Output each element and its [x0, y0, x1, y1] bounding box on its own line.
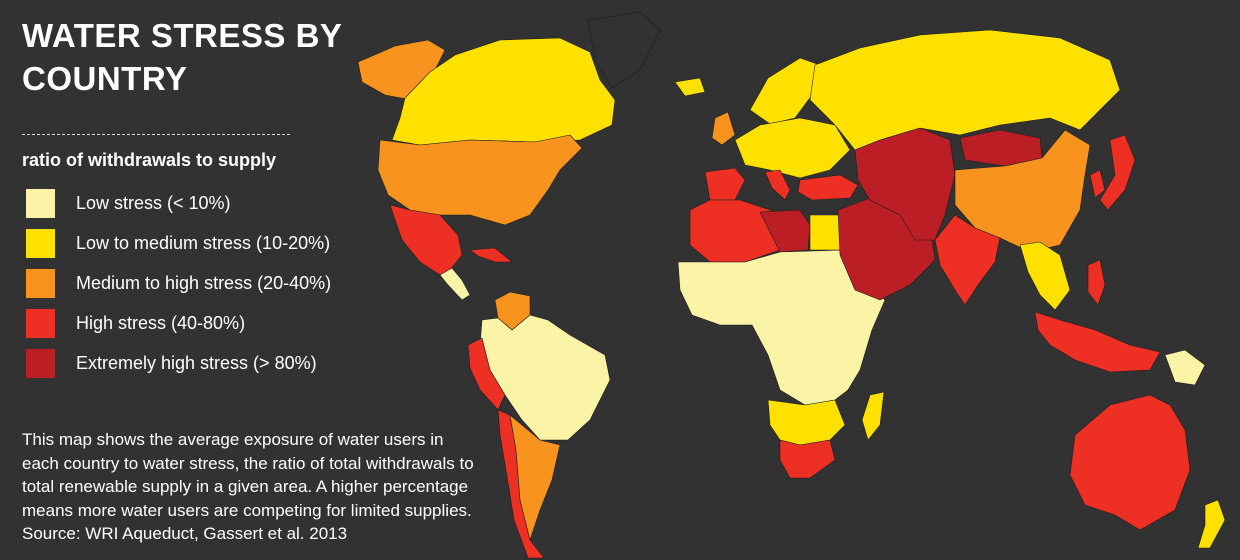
legend-label: Low to medium stress (10-20%) [76, 232, 331, 253]
indonesia [1034, 311, 1161, 373]
peru [467, 337, 506, 411]
description-note: This map shows the average exposure of w… [22, 430, 474, 543]
legend-label: Extremely high stress (> 80%) [76, 352, 317, 373]
legend-label: Low stress (< 10%) [76, 192, 231, 213]
legend-item-high: High stress (40-80%) [26, 308, 331, 338]
italy [764, 169, 791, 201]
legend-item-extreme: Extremely high stress (> 80%) [26, 348, 331, 378]
legend-swatch [26, 348, 55, 378]
turkey [797, 174, 859, 201]
legend-swatch [26, 308, 55, 338]
legend-label: Medium to high stress (20-40%) [76, 272, 332, 293]
legend-label: High stress (40-80%) [76, 312, 246, 333]
iberia [704, 167, 746, 201]
mexico [389, 204, 463, 276]
legend-item-low-medium: Low to medium stress (10-20%) [26, 228, 331, 258]
legend-item-medium-high: Medium to high stress (20-40%) [26, 268, 331, 298]
page-title: WATER STRESS BY COUNTRY [22, 17, 342, 97]
iceland [674, 77, 706, 97]
legend-swatch [26, 188, 55, 218]
philippines [1087, 259, 1106, 306]
new-zealand [1197, 499, 1226, 549]
argentina [509, 414, 561, 541]
scandinavia [749, 57, 821, 125]
uk [711, 111, 736, 146]
australia [1069, 394, 1191, 531]
europe [734, 117, 851, 179]
central-america [439, 267, 471, 301]
greenland [587, 11, 661, 89]
south-africa [779, 439, 836, 479]
legend-title: ratio of withdrawals to supply [22, 150, 277, 170]
legend-divider [22, 134, 290, 135]
russia [809, 29, 1121, 151]
japan [1099, 134, 1136, 211]
sub-saharan-africa [677, 249, 886, 406]
southeast-asia [1019, 241, 1071, 311]
legend-swatch [26, 268, 55, 298]
legend-swatch [26, 228, 55, 258]
canada [391, 37, 616, 146]
papua-new-guinea [1164, 349, 1206, 386]
cuba [469, 247, 513, 263]
southern-africa [767, 399, 846, 446]
korea [1089, 169, 1106, 199]
madagascar [861, 391, 885, 441]
central-asia [854, 127, 956, 241]
legend: Low stress (< 10%) Low to medium stress … [26, 188, 331, 388]
libya [759, 209, 811, 253]
india [934, 214, 1001, 306]
legend-item-low: Low stress (< 10%) [26, 188, 331, 218]
usa [377, 134, 583, 226]
